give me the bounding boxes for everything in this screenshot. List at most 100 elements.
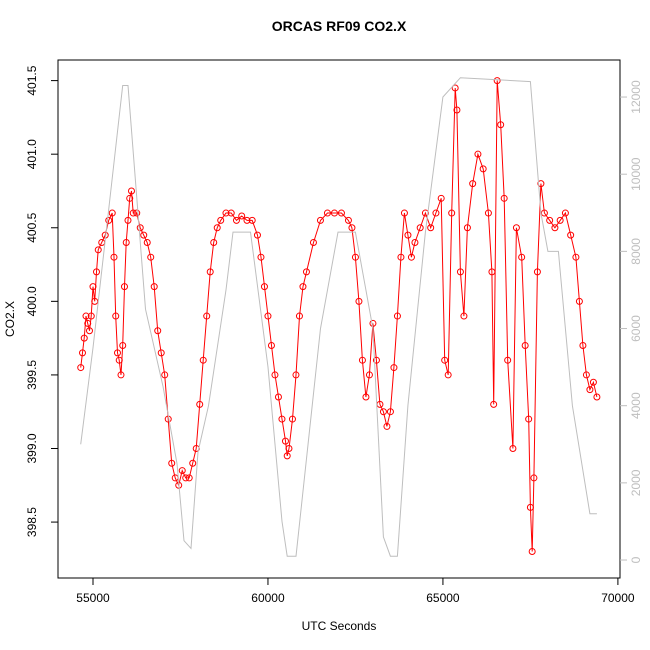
y2-tick-label: 2000 bbox=[629, 469, 643, 496]
y-tick-label: 400.5 bbox=[25, 212, 39, 242]
point bbox=[91, 297, 99, 305]
point bbox=[365, 371, 373, 379]
point bbox=[227, 209, 235, 217]
point bbox=[427, 224, 435, 232]
point bbox=[115, 356, 123, 364]
point bbox=[525, 415, 533, 423]
point bbox=[80, 334, 88, 342]
point bbox=[78, 349, 86, 357]
point bbox=[278, 415, 286, 423]
point bbox=[546, 216, 554, 224]
point bbox=[87, 312, 95, 320]
point bbox=[437, 194, 445, 202]
y-axis-label: CO2.X bbox=[3, 301, 17, 337]
point bbox=[490, 400, 498, 408]
point bbox=[355, 297, 363, 305]
point bbox=[358, 356, 366, 364]
point bbox=[222, 209, 230, 217]
point bbox=[122, 238, 130, 246]
point bbox=[344, 216, 352, 224]
point bbox=[521, 341, 529, 349]
point bbox=[348, 224, 356, 232]
point bbox=[561, 209, 569, 217]
point bbox=[206, 268, 214, 276]
point bbox=[504, 356, 512, 364]
point bbox=[362, 393, 370, 401]
point bbox=[217, 216, 225, 224]
point bbox=[232, 216, 240, 224]
point bbox=[479, 165, 487, 173]
point bbox=[469, 180, 477, 188]
point bbox=[129, 209, 137, 217]
point bbox=[84, 319, 92, 327]
point bbox=[551, 224, 559, 232]
point bbox=[411, 238, 419, 246]
point bbox=[379, 408, 387, 416]
point bbox=[533, 268, 541, 276]
point bbox=[351, 253, 359, 261]
point bbox=[147, 253, 155, 261]
point bbox=[260, 283, 268, 291]
point bbox=[593, 393, 601, 401]
point bbox=[509, 445, 517, 452]
y-tick-label: 401.0 bbox=[25, 139, 39, 169]
point bbox=[528, 548, 536, 556]
point bbox=[154, 327, 162, 335]
point bbox=[253, 231, 261, 239]
point bbox=[537, 180, 545, 188]
point bbox=[288, 415, 296, 423]
point bbox=[243, 216, 251, 224]
point bbox=[484, 209, 492, 217]
y-tick-label: 401.5 bbox=[25, 65, 39, 95]
point bbox=[189, 459, 197, 467]
point bbox=[572, 253, 580, 261]
point bbox=[77, 364, 85, 372]
point bbox=[143, 238, 151, 246]
point bbox=[108, 209, 116, 217]
point bbox=[140, 231, 148, 239]
point bbox=[579, 341, 587, 349]
point bbox=[497, 121, 505, 129]
point bbox=[281, 437, 289, 445]
plot-frame bbox=[57, 59, 621, 579]
point bbox=[264, 312, 272, 320]
point bbox=[271, 371, 279, 379]
point bbox=[302, 268, 310, 276]
point bbox=[460, 312, 468, 320]
point bbox=[283, 452, 291, 460]
x-tick-label: 55000 bbox=[76, 591, 110, 605]
y-tick-label: 399.5 bbox=[25, 360, 39, 390]
point bbox=[285, 445, 293, 452]
point bbox=[292, 371, 300, 379]
point bbox=[299, 283, 307, 291]
point bbox=[113, 349, 121, 357]
point bbox=[127, 187, 135, 195]
point bbox=[383, 422, 391, 430]
point bbox=[238, 212, 246, 220]
y2-tick-label: 4000 bbox=[629, 392, 643, 419]
point bbox=[432, 209, 440, 217]
point bbox=[556, 216, 564, 224]
altitude-line bbox=[80, 77, 597, 557]
point bbox=[136, 224, 144, 232]
point bbox=[126, 194, 134, 202]
point bbox=[453, 106, 461, 114]
y2-tick-label: 6000 bbox=[629, 315, 643, 342]
point bbox=[448, 209, 456, 217]
point bbox=[213, 224, 221, 232]
x-axis-label: UTC Seconds bbox=[302, 619, 377, 633]
point bbox=[500, 194, 508, 202]
point bbox=[493, 77, 501, 85]
point bbox=[589, 378, 597, 386]
point bbox=[117, 371, 125, 379]
y2-tick-label: 12000 bbox=[629, 80, 643, 114]
point bbox=[456, 268, 464, 276]
point bbox=[567, 231, 575, 239]
point bbox=[267, 341, 275, 349]
point bbox=[441, 356, 449, 364]
y2-tick-label: 0 bbox=[629, 556, 643, 563]
y-tick-label: 399.0 bbox=[25, 433, 39, 463]
point bbox=[119, 341, 127, 349]
point bbox=[337, 209, 345, 217]
